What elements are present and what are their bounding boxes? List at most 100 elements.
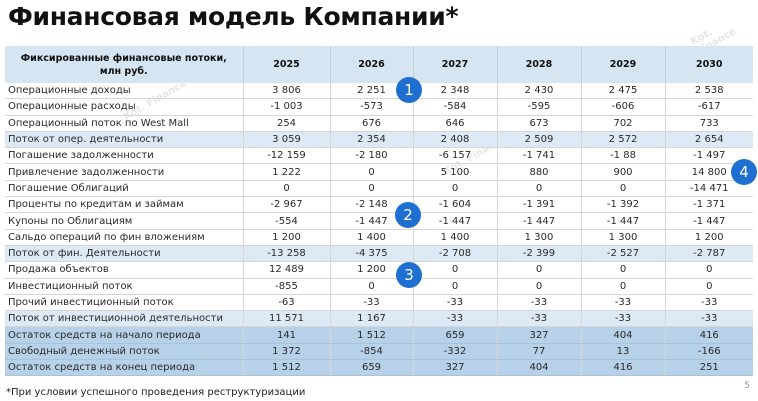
cell-value: -332 [413,343,498,361]
row-label: Операционные доходы [5,83,244,100]
cell-value: 1 200 [243,229,331,246]
cell-value: 0 [497,278,582,295]
table-row: Свободный денежный поток 1 372 -854 -332 77 1… [5,343,753,361]
row-label: Сальдо операций по фин вложениям [5,229,244,246]
cell-value: 2 538 [665,83,753,100]
cell-value: -1 447 [413,212,498,230]
cell-value: -33 [413,310,498,328]
cell-value: 1 512 [330,326,414,344]
cell-value: 0 [413,261,498,279]
callout-badge-3: 3 [396,262,422,288]
cell-value: 327 [497,326,582,344]
cell-value: 1 300 [581,229,666,246]
cell-value: 416 [581,359,666,377]
cell-value: 702 [581,115,666,132]
table-row: Проценты по кредитам и займам -2 967 -2 14… [5,196,753,214]
cell-value: -2 399 [497,245,582,263]
header-year: 2029 [581,46,666,83]
cell-value: 2 348 [413,83,498,100]
cell-value: 5 100 [413,163,498,181]
cell-value: -1 391 [497,196,582,214]
table-row: Погашение задолженности -12 159 -2 180 -6 1… [5,147,753,165]
cell-value: -2 967 [243,196,331,214]
row-label: Погашение задолженности [5,147,244,165]
row-label: Поток от фин. Деятельности [5,245,244,263]
cell-value: -1 88 [581,147,666,165]
cell-value: 3 059 [243,131,331,149]
cell-value: 1 512 [243,359,331,377]
table-row: Остаток средств на начало периода 141 1 51… [5,326,753,344]
cell-value: 2 509 [497,131,582,149]
row-label: Операционный поток по West Mall [5,115,244,132]
cell-value: 733 [665,115,753,132]
cell-value: -2 527 [581,245,666,263]
row-label: Операционные расходы [5,98,244,116]
cell-value: 0 [330,180,414,198]
table-row: Поток от опер. деятельности 3 059 2 354 2 4… [5,131,753,149]
cell-value: 416 [665,326,753,344]
row-label: Инвестиционный поток [5,278,244,295]
cell-value: 404 [497,359,582,377]
cell-value: 1 222 [243,163,331,181]
cell-value: 2 654 [665,131,753,149]
cell-value: 0 [665,261,753,279]
cell-value: 77 [497,343,582,361]
cell-value: -2 180 [330,147,414,165]
cell-value: 0 [413,180,498,198]
cell-value: 141 [243,326,331,344]
cell-value: -33 [497,294,582,312]
cell-value: -2 787 [665,245,753,263]
cell-value: -33 [330,294,414,312]
header-year: 2025 [243,46,331,83]
cell-value: -855 [243,278,331,295]
cell-value: 2 572 [581,131,666,149]
header-year: 2030 [665,46,753,83]
cell-value: -1 447 [665,212,753,230]
row-label: Остаток средств на начало периода [5,326,244,344]
cell-value: -33 [413,294,498,312]
cell-value: 1 167 [330,310,414,328]
cell-value: -595 [497,98,582,116]
table-row: Купоны по Облигациям -554 -1 447 -1 447 -1 4… [5,212,753,230]
cell-value: 673 [497,115,582,132]
cell-value: 880 [497,163,582,181]
callout-badge-2: 2 [395,202,421,228]
cell-value: 2 430 [497,83,582,100]
cell-value: -12 159 [243,147,331,165]
table-row: Погашение Облигаций 0 0 0 0 0 -14 471 [5,180,753,198]
cell-value: 1 200 [665,229,753,246]
table-row: Инвестиционный поток -855 0 0 0 0 0 [5,278,753,295]
cell-value: -4 375 [330,245,414,263]
cell-value: -33 [497,310,582,328]
cell-value: 2 475 [581,83,666,100]
cell-value: -33 [581,294,666,312]
callout-badge-4: 4 [731,159,757,185]
cell-value: -33 [581,310,666,328]
cell-value: -14 471 [665,180,753,198]
cell-value: 251 [665,359,753,377]
row-label: Поток от инвестиционной деятельности [5,310,244,328]
row-label: Купоны по Облигациям [5,212,244,230]
header-year: 2027 [413,46,498,83]
cell-value: -854 [330,343,414,361]
cell-value: 0 [330,163,414,181]
cell-value: 2 354 [330,131,414,149]
row-label: Прочий инвестиционный поток [5,294,244,312]
row-label: Свободный денежный поток [5,343,244,361]
cell-value: -554 [243,212,331,230]
table-row: Поток от инвестиционной деятельности 11 5… [5,310,753,328]
cell-value: 0 [581,278,666,295]
cell-value: -33 [665,310,753,328]
cell-value: -1 741 [497,147,582,165]
cell-value: -166 [665,343,753,361]
table-row: Операционные доходы 3 806 2 251 2 348 2 430 2… [5,83,753,100]
footnote: *При условии успешного проведения рестру… [6,387,306,398]
cell-value: 1 300 [497,229,582,246]
row-label: Продажа объектов [5,261,244,279]
cell-value: 659 [413,326,498,344]
cell-value: 1 372 [243,343,331,361]
cell-value: 0 [581,180,666,198]
cell-value: 3 806 [243,83,331,100]
page-number: 5 [744,381,750,391]
cell-value: -573 [330,98,414,116]
